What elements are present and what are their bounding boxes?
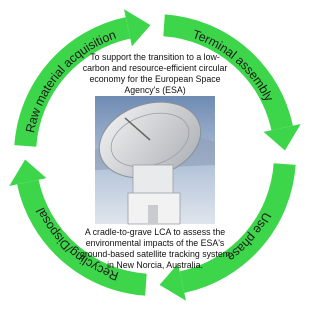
top-line: carbon and resource-efficient circular xyxy=(83,63,228,73)
arrow-head xyxy=(9,160,46,186)
top-line: To support the transition to a low- xyxy=(90,52,220,62)
dish-photo xyxy=(89,90,215,224)
bottom-line: environmental impacts of the ESA's xyxy=(86,238,225,248)
top-line: Agency's (ESA) xyxy=(124,85,185,95)
arrow-head xyxy=(264,124,301,150)
bottom-line: in New Norcia, Australia. xyxy=(107,260,203,270)
bottom-line: ground-based satellite tracking system xyxy=(80,249,230,259)
top-line: economy for the European Space xyxy=(89,74,220,84)
bottom-line: A cradle-to-grave LCA to assess the xyxy=(85,227,225,237)
arrow-head xyxy=(124,9,150,46)
